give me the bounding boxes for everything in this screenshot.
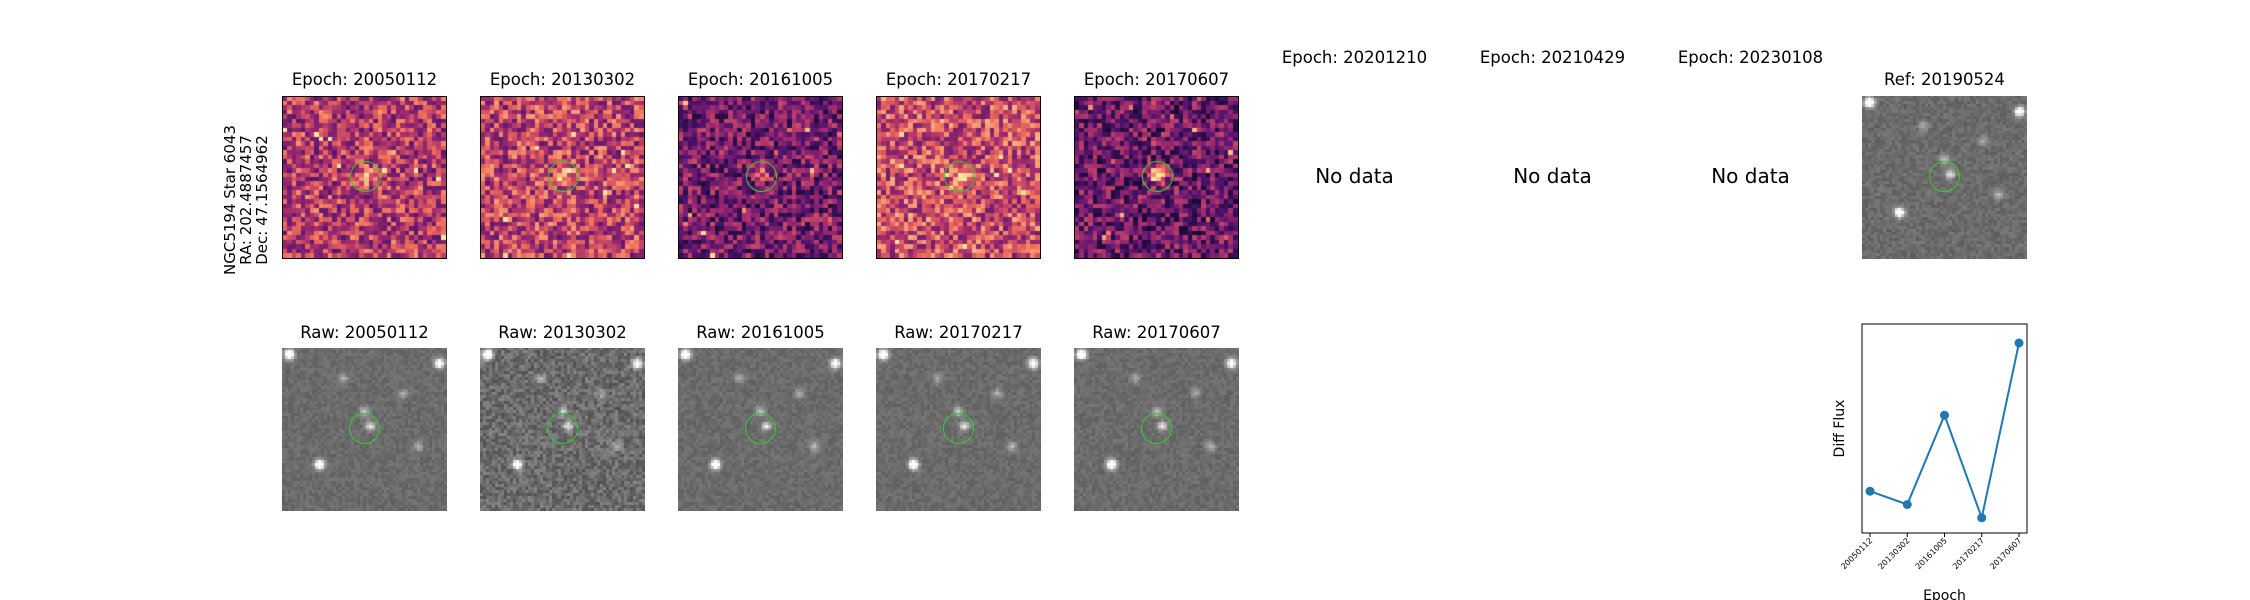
data-point [1902, 500, 1912, 509]
ref-title: Ref: 20190524 [1884, 70, 2005, 89]
aperture-circle [547, 413, 578, 444]
raw-image [876, 348, 1041, 511]
diff-panel-title: Epoch: 20170607 [1083, 70, 1230, 89]
no-data-label: No data [1711, 164, 1790, 188]
reference-image [1862, 96, 2027, 259]
aperture-circle [1141, 413, 1172, 444]
aperture-circle [746, 161, 777, 192]
x-tick-label: 20161005 [1914, 536, 1949, 571]
raw-panel-title: Raw: 20170217 [894, 323, 1023, 342]
diff-panel-title: Epoch: 20230108 [1677, 48, 1824, 67]
x-tick-label: 20130302 [1877, 536, 1912, 571]
raw-image [282, 348, 447, 511]
star-dec: Dec: 47.1564962 [253, 135, 271, 265]
aperture-circle [349, 413, 380, 444]
diff-panel-title: Epoch: 20050112 [291, 70, 438, 89]
diff-panel-title: Epoch: 20170217 [885, 70, 1032, 89]
difference-image [876, 96, 1041, 259]
raw-image [1074, 348, 1239, 511]
x-axis-label: Epoch [1923, 588, 1966, 600]
raw-image [480, 348, 645, 511]
aperture-circle [745, 413, 776, 444]
no-data-label: No data [1315, 164, 1394, 188]
difference-image [678, 96, 843, 259]
raw-panel-title: Raw: 20130302 [498, 323, 627, 342]
x-tick-label: 20050112 [1839, 536, 1874, 571]
aperture-circle [1142, 161, 1173, 192]
aperture-circle [350, 161, 381, 192]
y-axis-label: Diff Flux [1832, 400, 1848, 458]
data-point [2014, 338, 2024, 348]
plot-frame [1861, 323, 2028, 534]
difference-image [480, 96, 645, 259]
star-ra: RA: 202.4887457 [237, 135, 255, 265]
raw-image [678, 348, 843, 511]
difference-image [1074, 96, 1239, 259]
series-line [1869, 342, 2020, 522]
data-point [1977, 513, 1987, 523]
diff-panel-title: Epoch: 20130302 [489, 70, 636, 89]
aperture-circle [548, 161, 579, 192]
aperture-circle [943, 413, 974, 444]
diff-panel-title: Epoch: 20201210 [1281, 48, 1428, 67]
light-curve-chart: 20050112 20130302 20161005 20170217 20170607… [1832, 323, 2028, 600]
aperture-circle [1929, 161, 1960, 192]
raw-panel-title: Raw: 20161005 [696, 323, 825, 342]
raw-panel-title: Raw: 20170607 [1092, 323, 1221, 342]
star-label: NGC5194 Star 6043 RA: 202.4887457 Dec: 4… [221, 120, 282, 280]
diff-panel-title: Epoch: 20161005 [687, 70, 834, 89]
x-tick-label: 20170217 [1951, 536, 1986, 571]
raw-panel-title: Raw: 20050112 [300, 323, 429, 342]
star-name: NGC5194 Star 6043 [221, 125, 239, 275]
no-data-label: No data [1513, 164, 1592, 188]
aperture-circle [944, 161, 975, 192]
x-tick-label: 20170607 [1988, 536, 2023, 571]
diff-panel-title: Epoch: 20210429 [1479, 48, 1626, 67]
data-point [1865, 486, 1875, 496]
difference-image [282, 96, 447, 259]
data-point [1940, 410, 1949, 420]
